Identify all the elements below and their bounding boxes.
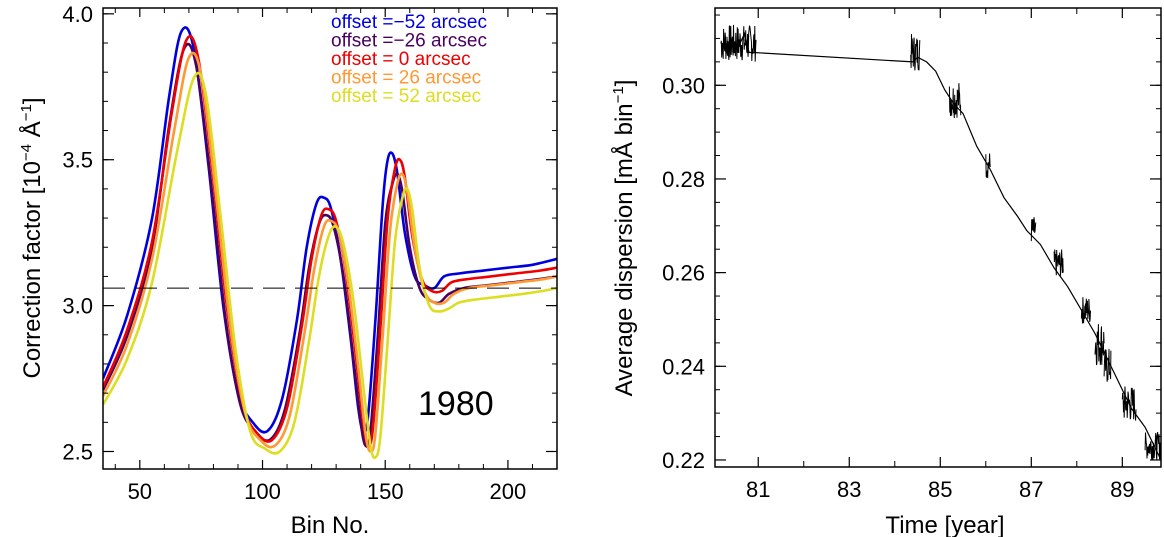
x-tick-label: 83 [837,477,861,502]
right-y-ticks: 0.22 0.24 0.26 0.28 0.30 [662,14,1161,473]
y-tick-label: 3.0 [62,294,93,319]
right-x-ticks: 81 83 85 87 89 [746,8,1135,502]
dispersion-noise-0 [720,24,757,62]
y-tick-label: 3.5 [62,148,93,173]
x-tick-label: 81 [746,477,770,502]
y-tick-label: 4.0 [62,2,93,27]
legend-entry-3: offset = 26 arcsec [331,68,481,89]
right-chart-panel: 81 83 85 87 89 0.22 0.24 0.26 0.28 0.30 Time [ye… [610,7,1162,537]
left-y-ticks: 2.5 3.0 3.5 4.0 [62,2,557,464]
x-tick-label: 150 [367,479,404,504]
dispersion-noise-9 [1121,386,1137,421]
x-tick-label: 200 [490,479,527,504]
dispersion-noise-3 [985,153,991,179]
x-tick-label: 89 [1110,477,1134,502]
dispersion-noise-1 [910,34,921,71]
y-tick-label: 0.30 [662,73,705,98]
dispersion-noise-8 [1103,348,1112,382]
y-tick-label: 0.24 [662,354,705,379]
y-tick-label: 2.5 [62,439,93,464]
dispersion-noise-4 [1030,217,1037,242]
x-tick-label: 100 [244,479,281,504]
right-y-axis-label: Average dispersion [mÅ bin−1] [610,80,638,397]
dispersion-noise-6 [1080,297,1091,324]
right-plot-frame [714,7,1162,468]
x-tick-label: 87 [1019,477,1043,502]
dispersion-series [720,24,1161,461]
x-tick-label: 85 [928,477,952,502]
dispersion-noise-7 [1094,324,1105,366]
dispersion-noise-5 [1053,249,1064,276]
legend-entry-4: offset = 52 arcsec [331,86,481,107]
left-y-axis-label: Correction factor [10−4 Å−1] [18,97,46,378]
right-x-axis-label: Time [year] [885,512,1004,537]
y-tick-label: 0.28 [662,167,705,192]
x-tick-label: 50 [128,479,152,504]
legend-entry-1: offset =−26 arcsec [331,31,487,52]
legend-entry-0: offset =−52 arcsec [331,12,487,33]
left-plot-frame [102,7,558,470]
left-x-axis-label: Bin No. [291,512,370,537]
left-chart-panel: 50 100 150 200 2.5 3.0 3.5 4.0 Bin No. Correct… [18,2,558,537]
series-line-3 [103,51,557,453]
year-annotation: 1980 [418,385,494,423]
y-tick-label: 0.22 [662,448,705,473]
series-line-4 [103,71,557,460]
y-tick-label: 0.26 [662,261,705,286]
legend-entry-2: offset = 0 arcsec [331,49,471,70]
dispersion-trend-line [721,32,1161,461]
dispersion-noise-2 [948,83,962,119]
left-x-ticks: 50 100 150 200 [114,8,558,504]
